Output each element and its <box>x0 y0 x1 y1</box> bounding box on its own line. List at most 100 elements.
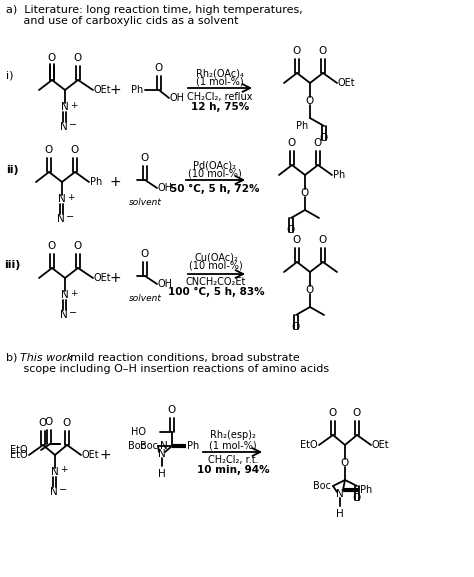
Text: : mild reaction conditions, broad substrate: : mild reaction conditions, broad substr… <box>63 353 300 363</box>
Text: EtO: EtO <box>301 440 318 450</box>
Text: (1 mol-%): (1 mol-%) <box>196 77 244 87</box>
Text: O: O <box>168 405 176 415</box>
Text: H: H <box>336 509 344 519</box>
Text: Rh₂(OAc)₄: Rh₂(OAc)₄ <box>196 68 244 78</box>
Text: (10 mol-%): (10 mol-%) <box>188 169 242 179</box>
Text: (10 mol-%): (10 mol-%) <box>189 261 243 271</box>
Text: Ph: Ph <box>296 121 308 131</box>
Text: O: O <box>353 493 361 503</box>
Text: N: N <box>60 122 68 132</box>
Text: OH: OH <box>158 183 173 193</box>
Text: N: N <box>57 214 65 224</box>
Text: Cu(OAc)₂: Cu(OAc)₂ <box>194 252 238 262</box>
Text: O: O <box>293 46 301 56</box>
Text: O: O <box>287 225 295 235</box>
Text: O: O <box>48 53 56 63</box>
Text: O: O <box>63 418 71 428</box>
Text: Ph: Ph <box>187 441 199 451</box>
Text: N: N <box>158 449 166 459</box>
Text: +: + <box>109 175 121 189</box>
Text: N: N <box>336 489 344 499</box>
Text: −: − <box>69 120 77 130</box>
Text: +: + <box>70 288 78 298</box>
Text: ii): ii) <box>6 165 18 175</box>
Text: 100 °C, 5 h, 83%: 100 °C, 5 h, 83% <box>168 287 264 297</box>
Text: iii): iii) <box>4 260 20 270</box>
Text: +: + <box>99 448 111 462</box>
Text: O: O <box>48 241 56 251</box>
Text: O: O <box>45 145 53 155</box>
Text: Ph: Ph <box>360 485 372 495</box>
Text: O: O <box>74 241 82 251</box>
Text: O: O <box>45 417 53 427</box>
Text: −: − <box>69 308 77 318</box>
Text: +: + <box>109 83 121 97</box>
Text: O: O <box>155 63 163 73</box>
Text: This work: This work <box>20 353 73 363</box>
Text: O: O <box>353 408 361 418</box>
Text: N: N <box>61 102 69 112</box>
Text: N: N <box>51 467 59 477</box>
Text: Boc: Boc <box>140 441 158 451</box>
Text: N: N <box>58 194 66 204</box>
Text: +: + <box>109 271 121 285</box>
Text: Rh₂(esp)₂: Rh₂(esp)₂ <box>210 430 256 440</box>
Text: N: N <box>61 290 69 300</box>
Text: (1 mol-%): (1 mol-%) <box>209 440 257 450</box>
Text: O: O <box>292 322 300 332</box>
Text: EtO: EtO <box>10 445 28 455</box>
Text: Pd(OAc)₂: Pd(OAc)₂ <box>193 160 237 170</box>
Text: Ph: Ph <box>131 85 143 95</box>
Text: O: O <box>319 235 327 245</box>
Text: O: O <box>320 133 328 143</box>
Text: N: N <box>50 487 58 497</box>
Text: O: O <box>74 53 82 63</box>
Text: O: O <box>71 145 79 155</box>
Text: OEt: OEt <box>94 273 111 283</box>
Text: O: O <box>314 138 322 148</box>
Text: solvent: solvent <box>128 294 162 303</box>
Text: OH: OH <box>158 279 173 289</box>
Text: scope including O–H insertion reactions of amino acids: scope including O–H insertion reactions … <box>6 364 329 374</box>
Text: OEt: OEt <box>372 440 390 450</box>
Text: +: + <box>70 100 78 110</box>
Text: O: O <box>329 408 337 418</box>
Text: EtO: EtO <box>10 450 28 460</box>
Text: O: O <box>141 249 149 259</box>
Text: HO: HO <box>131 427 146 437</box>
Text: O: O <box>39 418 47 428</box>
Text: b): b) <box>6 353 24 363</box>
Text: 12 h, 75%: 12 h, 75% <box>191 102 249 112</box>
Text: N: N <box>60 310 68 320</box>
Text: O: O <box>141 153 149 163</box>
Text: O: O <box>301 188 309 198</box>
Text: +: + <box>67 193 74 201</box>
Text: CH₂Cl₂, reflux: CH₂Cl₂, reflux <box>187 92 253 102</box>
Text: Ph: Ph <box>333 170 345 180</box>
Text: OEt: OEt <box>338 78 356 88</box>
Text: N: N <box>160 441 168 451</box>
Text: −: − <box>66 212 74 222</box>
Text: O: O <box>306 96 314 106</box>
Text: CNCH₂CO₂Et: CNCH₂CO₂Et <box>186 277 246 287</box>
Text: H: H <box>158 469 166 479</box>
Text: O: O <box>293 235 301 245</box>
Text: O: O <box>319 46 327 56</box>
Text: O: O <box>341 458 349 468</box>
Text: 50 °C, 5 h, 72%: 50 °C, 5 h, 72% <box>170 184 260 194</box>
Text: O: O <box>306 285 314 295</box>
Text: OEt: OEt <box>82 450 100 460</box>
Text: O: O <box>288 138 296 148</box>
Text: and use of carboxylic cids as a solvent: and use of carboxylic cids as a solvent <box>6 16 238 26</box>
Text: Boc: Boc <box>128 441 146 451</box>
Text: −: − <box>59 485 67 495</box>
Text: +: + <box>60 466 67 474</box>
Text: OH: OH <box>170 93 185 103</box>
Text: OEt: OEt <box>94 85 111 95</box>
Text: solvent: solvent <box>128 198 162 207</box>
Text: Ph: Ph <box>90 177 102 187</box>
Text: 10 min, 94%: 10 min, 94% <box>197 465 269 475</box>
Text: i): i) <box>6 70 13 80</box>
Text: a)  Literature: long reaction time, high temperatures,: a) Literature: long reaction time, high … <box>6 5 303 15</box>
Text: CH₂Cl₂, r.t.: CH₂Cl₂, r.t. <box>208 455 258 465</box>
